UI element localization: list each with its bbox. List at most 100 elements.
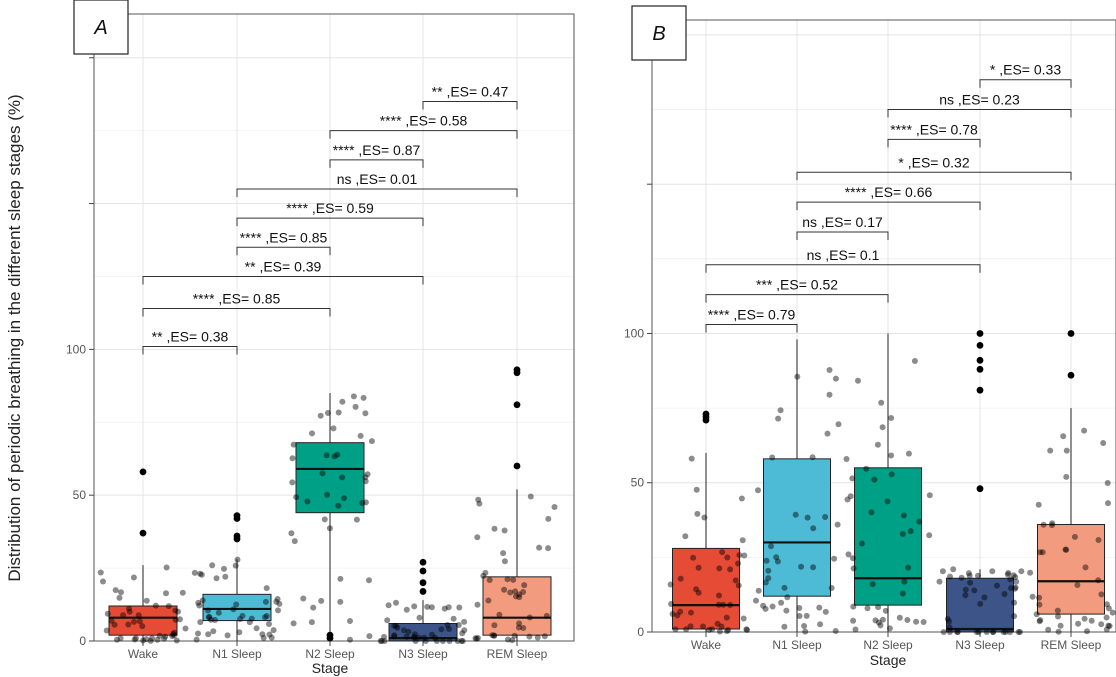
jitter-point <box>784 594 791 601</box>
jitter-point <box>405 628 412 635</box>
jitter-point <box>377 638 384 644</box>
jitter-point <box>810 564 817 571</box>
jitter-point <box>412 631 418 638</box>
jitter-point <box>1027 569 1034 576</box>
jitter-point <box>474 601 481 608</box>
bracket-line <box>705 264 981 273</box>
jitter-point <box>990 629 997 635</box>
jitter-point <box>319 470 326 477</box>
jitter-point <box>966 572 973 579</box>
jitter-point <box>794 373 801 380</box>
jitter-point <box>863 465 870 472</box>
jitter-point <box>847 493 854 500</box>
jitter-point <box>716 592 722 599</box>
jitter-point <box>364 471 371 478</box>
jitter-point <box>135 612 142 619</box>
jitter-point <box>1049 522 1055 529</box>
outlier-point <box>513 462 521 470</box>
jitter-point <box>677 575 684 582</box>
jitter-point <box>954 629 961 635</box>
jitter-point <box>792 511 799 518</box>
jitter-point <box>534 634 541 641</box>
jitter-point <box>276 600 283 607</box>
jitter-point <box>706 626 713 633</box>
jitter-point <box>735 560 742 567</box>
jitter-point <box>834 521 841 528</box>
jitter-point <box>439 638 446 644</box>
x-tick-label: N3 Sleep <box>398 647 448 661</box>
jitter-point <box>774 558 781 565</box>
jitter-point <box>983 629 990 635</box>
jitter-point <box>864 605 871 612</box>
jitter-point <box>798 563 805 570</box>
jitter-point <box>900 512 907 519</box>
jitter-point <box>108 617 115 624</box>
comparison-bracket: *** ,ES= 0.52 <box>705 277 889 303</box>
y-tick-label: 50 <box>631 476 645 490</box>
box-n1-sleep <box>753 339 842 635</box>
jitter-point <box>516 591 523 598</box>
jitter-point <box>501 586 508 593</box>
jitter-point <box>762 579 769 586</box>
jitter-point <box>690 554 697 561</box>
jitter-point <box>501 527 508 534</box>
jitter-point <box>422 638 429 644</box>
y-tick-label: 0 <box>79 634 86 648</box>
jitter-point <box>1105 622 1112 629</box>
jitter-point <box>724 554 731 561</box>
jitter-point <box>688 455 695 462</box>
comparison-bracket: ns ,ES= 0.01 <box>236 171 518 197</box>
comparison-bracket: **** ,ES= 0.85 <box>142 291 331 317</box>
outlier-point <box>976 365 984 373</box>
comparison-label: * ,ES= 0.32 <box>898 154 969 170</box>
jitter-point <box>1007 629 1013 635</box>
x-tick-label: Wake <box>691 638 722 652</box>
jitter-point <box>169 633 176 639</box>
jitter-point <box>709 626 716 633</box>
jitter-point <box>224 632 231 639</box>
jitter-point <box>195 599 202 606</box>
jitter-point <box>234 556 241 563</box>
jitter-point <box>290 441 297 448</box>
jitter-point <box>262 598 269 605</box>
jitter-point <box>321 516 328 523</box>
box-n3-sleep <box>936 330 1025 635</box>
jitter-point <box>777 407 784 414</box>
jitter-point <box>140 637 147 644</box>
jitter-point <box>513 593 519 600</box>
jitter-point <box>809 454 816 461</box>
jitter-point <box>521 582 528 589</box>
jitter-point <box>990 629 997 635</box>
jitter-point <box>520 625 527 631</box>
bracket-line <box>142 275 424 285</box>
jitter-point <box>888 471 895 478</box>
jitter-point <box>965 570 972 577</box>
jitter-point <box>334 451 341 458</box>
jitter-point <box>335 502 342 509</box>
jitter-point <box>323 452 330 459</box>
jitter-point <box>147 637 154 644</box>
jitter-point <box>416 634 422 641</box>
comparison-bracket: ns ,ES= 0.1 <box>705 247 981 273</box>
box-iqr <box>108 605 178 636</box>
jitter-point <box>724 628 730 635</box>
jitter-point <box>288 530 295 537</box>
jitter-point <box>474 635 481 641</box>
jitter-point <box>852 626 859 633</box>
jitter-point <box>504 576 511 583</box>
jitter-point <box>403 606 410 613</box>
jitter-point <box>431 634 438 641</box>
jitter-point <box>1063 473 1070 480</box>
jitter-point <box>172 607 179 614</box>
jitter-point <box>796 613 803 619</box>
jitter-point <box>781 623 788 630</box>
jitter-point <box>677 608 684 615</box>
jitter-point <box>822 514 829 520</box>
jitter-point <box>783 607 790 614</box>
jitter-point <box>899 590 906 597</box>
jitter-point <box>236 629 243 636</box>
jitter-point <box>781 584 788 591</box>
jitter-point <box>366 633 373 640</box>
jitter-point <box>926 532 933 539</box>
jitter-point <box>667 581 674 588</box>
